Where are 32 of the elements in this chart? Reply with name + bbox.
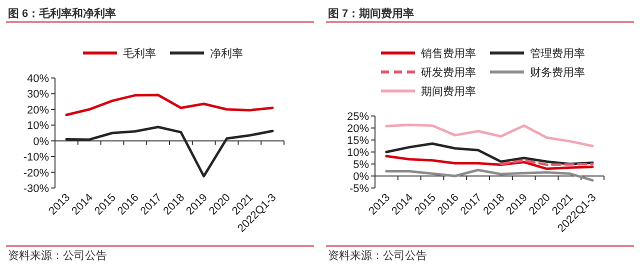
y-tick-label: -5% <box>349 183 370 195</box>
y-tick-label: 0% <box>33 136 50 148</box>
line-series <box>385 124 594 148</box>
line-series <box>65 94 274 116</box>
y-tick-label: 10% <box>26 120 50 132</box>
legend-label: 净利率 <box>210 47 243 60</box>
y-tick-label: 0% <box>353 171 370 183</box>
legend-label: 销售费用率 <box>420 47 476 60</box>
chart-title: 图 6：毛利率和净利率 <box>8 7 116 20</box>
legend-label: 研发费用率 <box>421 66 476 79</box>
line-series <box>385 142 594 166</box>
text: 资料来源：公司公告 <box>328 249 427 262</box>
legend-label: 毛利率 <box>123 47 156 60</box>
legend-label: 管理费用率 <box>530 47 585 60</box>
y-tick-label: 30% <box>26 88 50 101</box>
legend-label: 期间费用率 <box>421 85 476 98</box>
y-tick-label: 15% <box>346 135 370 147</box>
line-series <box>385 154 594 170</box>
y-tick-label: 20% <box>346 123 370 135</box>
y-tick-label: 25% <box>346 111 370 123</box>
y-tick-label: -30% <box>23 183 50 195</box>
chart-title: 图 7：期间费用率 <box>328 7 414 20</box>
legend-label: 财务费用率 <box>530 66 585 79</box>
y-tick-label: 10% <box>346 147 370 159</box>
line-series <box>385 168 594 182</box>
y-tick-label: 40% <box>26 73 50 85</box>
y-tick-label: -20% <box>23 167 50 180</box>
text: 资料来源：公司公告 <box>8 249 107 262</box>
y-tick-label: 20% <box>26 104 50 116</box>
y-tick-label: -10% <box>23 152 50 164</box>
line-series <box>65 126 274 178</box>
y-tick-label: 5% <box>353 159 370 171</box>
